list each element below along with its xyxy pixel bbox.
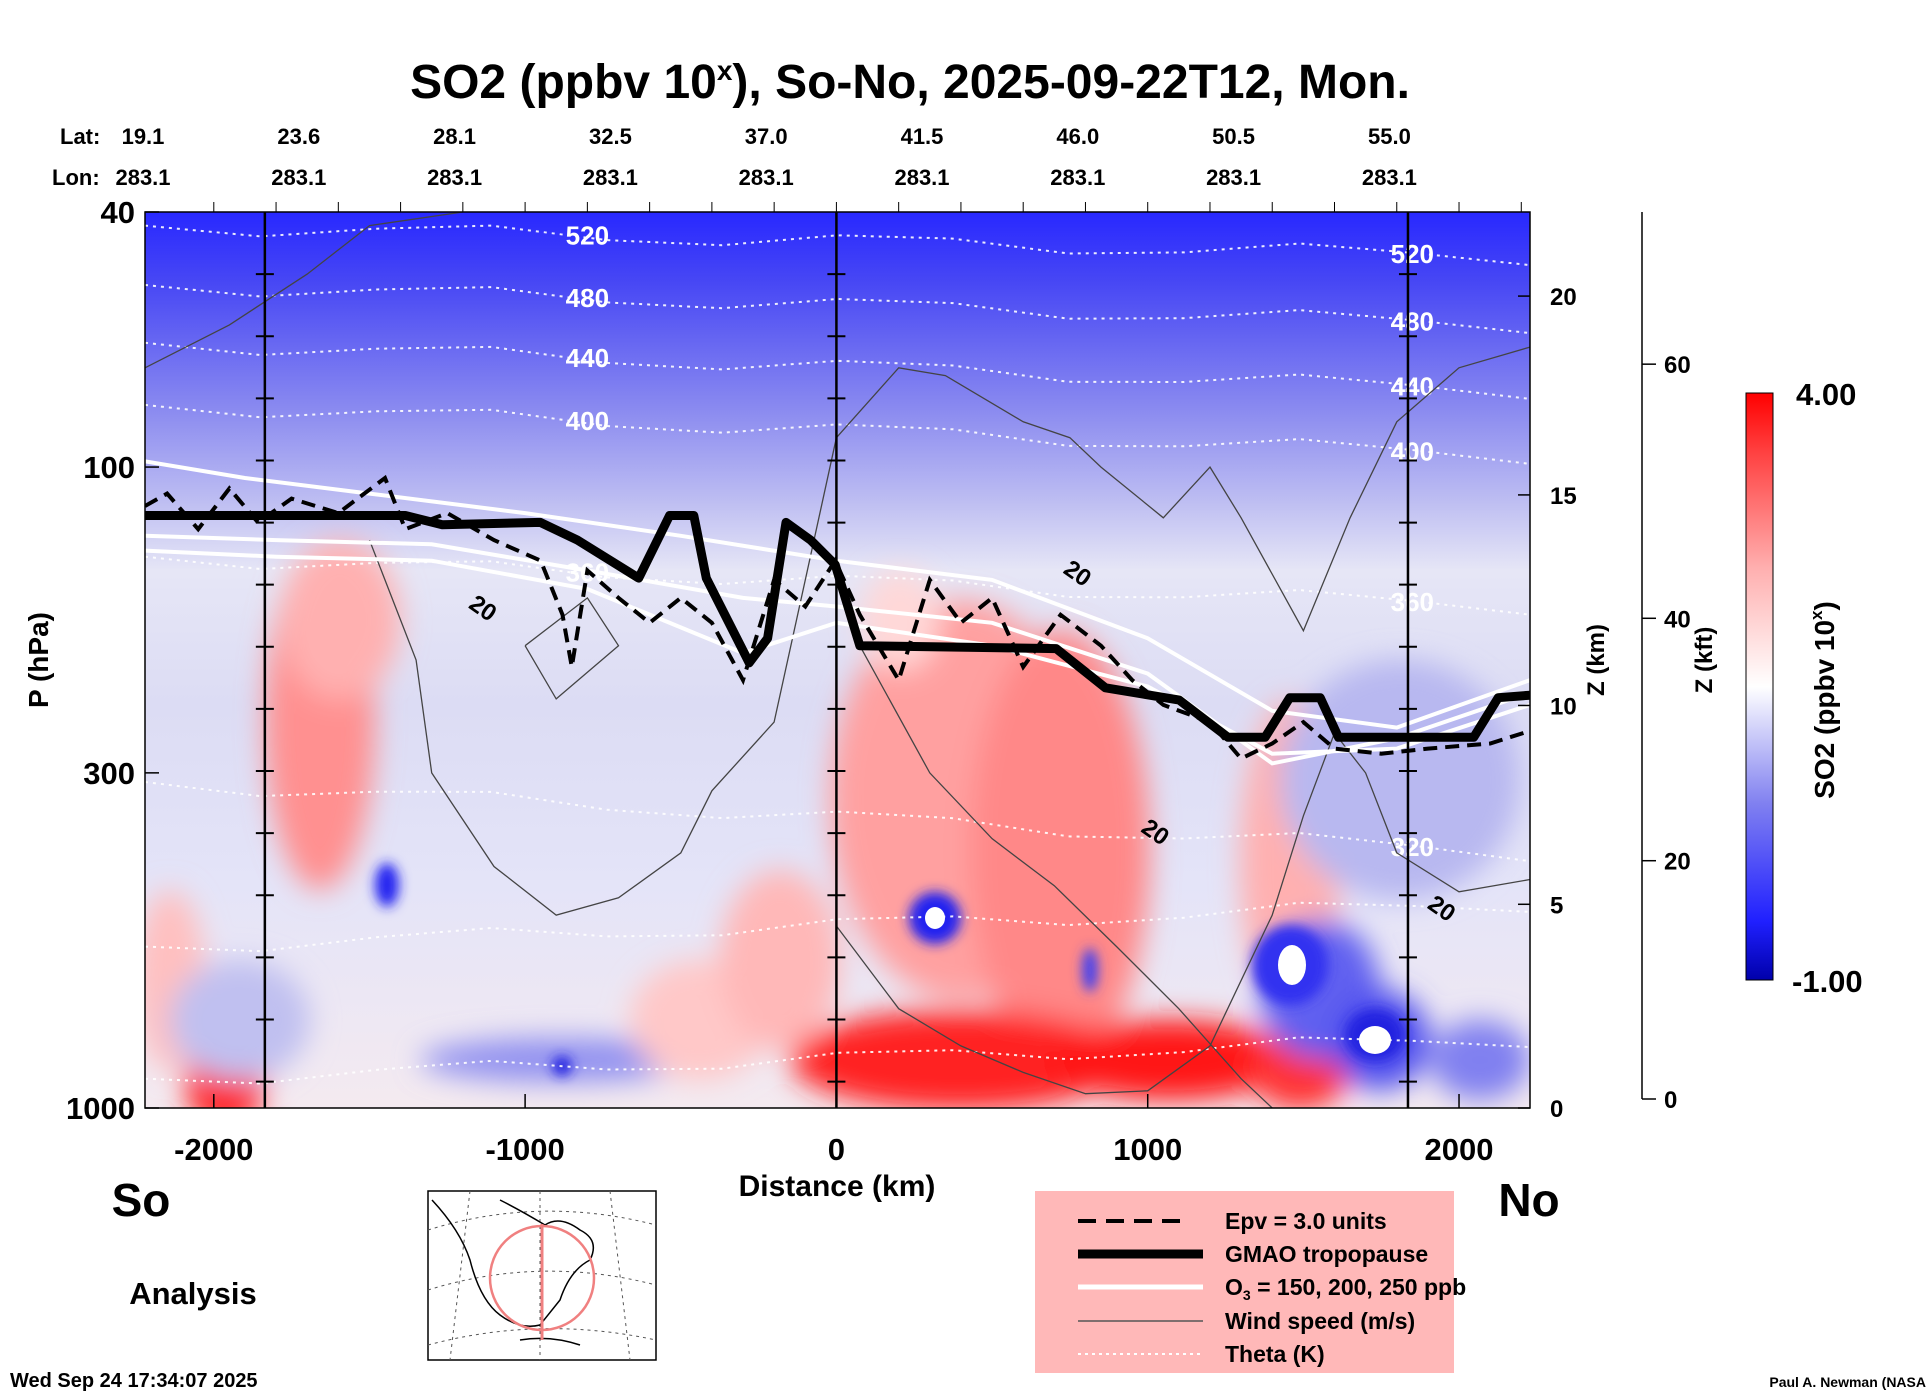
y-tick-label: 300 [83,756,135,791]
theta-label: 480 [566,283,609,313]
lon-label: 283.1 [1362,165,1417,190]
locator-map [427,1190,657,1361]
lat-label: 28.1 [433,124,476,149]
legend: Epv = 3.0 units GMAO tropopause O3 = 150… [1035,1191,1466,1373]
lat-label: 19.1 [122,124,165,149]
lon-label: 283.1 [1050,165,1105,190]
wind-contour [368,346,1530,916]
x-axis-title: Distance (km) [739,1170,936,1203]
y-tick-label: 40 [101,195,135,230]
legend-background [1035,1191,1454,1373]
analysis-label: Analysis [129,1276,257,1311]
theta-label: 320 [1391,832,1434,862]
z-kft-tick-label: 20 [1664,849,1691,876]
x-tick-label: -1000 [485,1132,564,1167]
x-tick-label: 1000 [1113,1132,1182,1167]
lon-label: 283.1 [1206,165,1261,190]
lat-label: 32.5 [589,124,632,149]
legend-tropopause-label: GMAO tropopause [1225,1241,1428,1267]
legend-epv-label: Epv = 3.0 units [1225,1208,1387,1234]
theta-label: 440 [1391,372,1434,402]
lon-label: 283.1 [271,165,326,190]
wind-contour [835,731,1530,1095]
wind-contour [859,645,1273,1108]
section-vertical-lines [255,212,1417,1108]
chart-title: SO2 (ppbv 10x), So-No, 2025-09-22T12, Mo… [410,55,1410,109]
lon-label: 283.1 [583,165,638,190]
legend-ozone-label: O3 = 150, 200, 250 ppb [1225,1274,1466,1303]
z-kft-axis-title: Z (kft) [1691,627,1718,694]
lon-label: 283.1 [115,165,170,190]
lat-label: 50.5 [1212,124,1255,149]
theta-label: 440 [566,343,609,373]
theta-label: 520 [1391,239,1434,269]
legend-theta-label: Theta (K) [1225,1341,1325,1367]
lon-row-label: Lon: [52,165,100,190]
x-tick-label: 0 [828,1132,845,1167]
z-kft-tick-label: 40 [1664,606,1691,633]
x-tick-label: -2000 [174,1132,253,1167]
y-axis-title: P (hPa) [23,612,54,708]
lat-label: 41.5 [901,124,944,149]
z-kft-tick-label: 0 [1664,1087,1677,1114]
south-label: So [112,1174,171,1226]
z-km-tick-label: 15 [1550,483,1577,510]
lat-label: 37.0 [745,124,788,149]
lat-lon-labels: 19.1 283.1 23.6 283.1 28.1 283.1 32.5 283.1 37.0… [115,124,1416,190]
lat-label: 46.0 [1056,124,1099,149]
plot-frame [144,211,1531,1109]
axes: -2000 -1000 0 1000 2000 40 100 300 1000 0 5 10 15 20 0… [66,195,1691,1167]
so2-field-anomalies [145,540,1530,1108]
colorbar [1745,392,1774,981]
z-km-tick-label: 5 [1550,892,1563,919]
epv-line [145,474,1530,762]
lat-label: 55.0 [1368,124,1411,149]
tropopause-path [145,511,1530,742]
epv-contour [145,474,1530,762]
tropopause-line [145,511,1530,742]
theta-label: 400 [1391,436,1434,466]
lon-label: 283.1 [894,165,949,190]
colorbar-max-label: 4.00 [1796,377,1856,412]
author-credit: Paul A. Newman (NASA [1769,1374,1926,1390]
z-km-tick-label: 20 [1550,284,1577,311]
theta-label: 480 [1391,306,1434,336]
lat-row-label: Lat: [60,124,100,149]
wind-contour [145,212,463,369]
colorbar-title: SO2 (ppbv 10x) [1807,601,1840,799]
y-tick-label: 100 [83,450,135,485]
colorbar-min-label: -1.00 [1792,964,1863,999]
x-tick-label: 2000 [1425,1132,1494,1167]
z-km-tick-label: 10 [1550,693,1577,720]
lat-label: 23.6 [277,124,320,149]
theta-label: 360 [1391,587,1434,617]
wind-contour [524,596,620,700]
lon-label: 283.1 [739,165,794,190]
z-km-axis-title: Z (km) [1583,624,1610,696]
footer-date: Wed Sep 24 17:34:07 2025 [10,1370,258,1392]
north-label: No [1498,1174,1559,1226]
theta-label: 520 [566,221,609,251]
z-kft-tick-label: 60 [1664,352,1691,379]
legend-wind-label: Wind speed (m/s) [1225,1308,1415,1334]
lon-label: 283.1 [427,165,482,190]
coastline [431,1199,595,1346]
theta-label: 400 [566,406,609,436]
z-km-tick-label: 0 [1550,1096,1563,1123]
y-tick-label: 1000 [66,1091,135,1126]
